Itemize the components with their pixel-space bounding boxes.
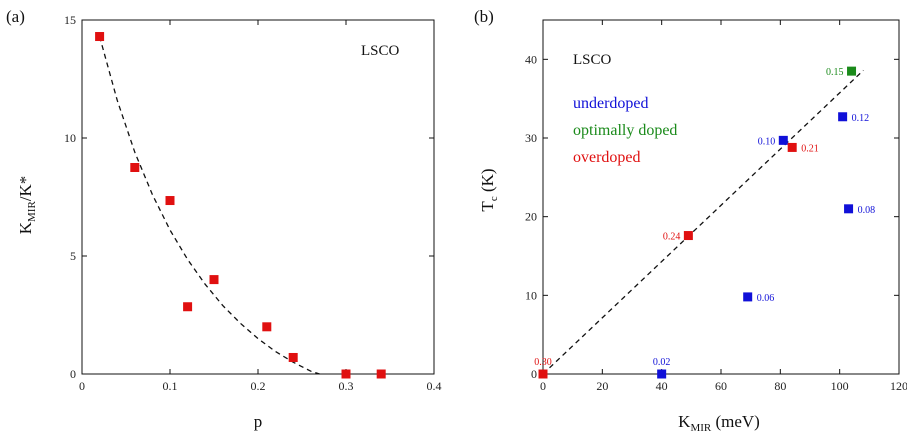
- panel-b-label: (b): [474, 7, 494, 26]
- data-point-label: 0.30: [534, 357, 552, 368]
- data-point: [209, 275, 219, 285]
- data-point-label: 0.21: [801, 143, 819, 154]
- panel-b-plot-frame: [542, 19, 900, 375]
- x-tick-label: 0.4: [427, 379, 442, 393]
- data-point-label: 0.06: [757, 293, 775, 304]
- data-point: [838, 112, 848, 122]
- legend-entry: optimally doped: [573, 122, 677, 139]
- data-point: [683, 231, 693, 241]
- panel-a-plot-frame: [81, 19, 435, 375]
- panel-b-ylabel-rest: (K): [478, 168, 497, 196]
- panel-b-xlabel-rest: (meV): [711, 412, 760, 431]
- panel-a-x-axis-label: p: [254, 412, 263, 431]
- x-tick-label: 0.2: [251, 379, 266, 393]
- data-point: [844, 204, 854, 214]
- data-point-label: 0.24: [663, 232, 681, 243]
- panel-a-ylabel-main: K: [16, 221, 35, 234]
- panel-a-chart: (a) 0 0.1 0.2 0.3 0.4 0 5 10 15 LSCO p KMIR/K*: [6, 7, 442, 431]
- panel-b-fit-line: [542, 69, 864, 375]
- data-point-label: 0.12: [852, 113, 870, 124]
- legend-entry: overdoped: [573, 149, 641, 166]
- x-tick-label: 40: [656, 379, 668, 393]
- data-point-label: 0.02: [653, 357, 671, 368]
- x-tick-label: 80: [774, 379, 786, 393]
- panel-b-y-axis-label: Tc (K): [478, 168, 500, 211]
- x-tick-label: 0.1: [163, 379, 178, 393]
- data-point: [787, 142, 797, 152]
- x-tick-label: 0: [540, 379, 546, 393]
- panel-b-annotation: LSCO: [573, 52, 612, 68]
- x-tick-label: 20: [596, 379, 608, 393]
- y-tick-label: 30: [525, 131, 537, 145]
- y-tick-label: 10: [525, 288, 537, 302]
- y-tick-label: 10: [64, 131, 76, 145]
- y-tick-label: 0: [70, 367, 76, 381]
- data-point-label: 0.10: [758, 136, 776, 147]
- legend-entry: underdoped: [573, 95, 649, 112]
- x-tick-label: 0.3: [339, 379, 354, 393]
- x-tick-label: 120: [890, 379, 907, 393]
- panel-a-ylabel-rest: /K*: [16, 176, 35, 202]
- x-tick-label: 60: [715, 379, 727, 393]
- panel-a-label: (a): [6, 7, 25, 26]
- data-point: [341, 369, 351, 379]
- y-tick-label: 40: [525, 52, 537, 66]
- panel-b-xlabel-sub: MIR: [690, 422, 711, 434]
- x-tick-label: 100: [831, 379, 849, 393]
- data-point: [130, 163, 140, 172]
- panel-b-points: 0.02 0.06 0.08 0.10 0.12 0.15 0.21 0.24 0.30: [534, 66, 876, 379]
- panel-b-ticks: 0 20 40 60 80 100 120 0 10 20 30 40: [525, 20, 907, 393]
- y-tick-label: 5: [70, 249, 76, 263]
- data-point: [376, 369, 386, 379]
- x-tick-label: 0: [79, 379, 85, 393]
- data-point: [743, 292, 753, 302]
- data-point: [165, 196, 175, 206]
- panel-b-xlabel-main: K: [678, 412, 691, 431]
- panel-b-legend: underdoped optimally doped overdoped: [573, 95, 677, 166]
- data-point: [657, 369, 667, 379]
- data-point: [183, 302, 193, 312]
- panel-b-ylabel-main: T: [478, 201, 497, 212]
- y-tick-label: 0: [531, 367, 537, 381]
- data-point: [95, 32, 105, 42]
- data-point: [538, 369, 548, 379]
- panel-a-ticks: 0 0.1 0.2 0.3 0.4 0 5 10 15: [64, 13, 442, 393]
- y-tick-label: 20: [525, 210, 537, 224]
- panel-b-ylabel-sub: c: [488, 196, 500, 201]
- data-point: [262, 322, 272, 332]
- data-point-label: 0.15: [826, 67, 844, 78]
- data-point: [847, 66, 857, 76]
- y-tick-label: 15: [64, 13, 76, 27]
- panel-a-annotation: LSCO: [361, 43, 400, 59]
- panel-a-points: [95, 32, 386, 379]
- panel-b-x-axis-label: KMIR (meV): [678, 412, 760, 434]
- data-point: [778, 135, 788, 145]
- panel-a-y-axis-label: KMIR/K*: [16, 176, 38, 235]
- data-point: [288, 352, 298, 362]
- panel-a-fit-curve: [98, 36, 320, 375]
- panel-a-ylabel-sub: MIR: [26, 201, 38, 222]
- data-point-label: 0.08: [858, 205, 876, 216]
